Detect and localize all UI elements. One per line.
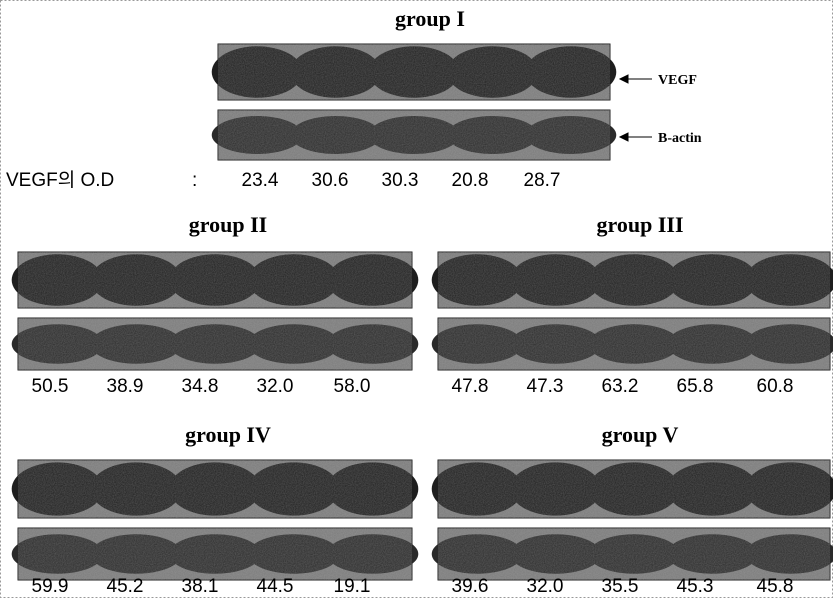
od-value: 44.5 — [257, 576, 294, 597]
figure: VEGF B-actin VEGF의 O.D : group I 23.4 30.6… — [0, 0, 833, 598]
blot — [432, 460, 833, 518]
grain — [18, 460, 412, 518]
od-value: 30.3 — [382, 170, 419, 191]
blot — [432, 528, 833, 580]
od-value: 65.8 — [677, 376, 714, 397]
grain — [438, 318, 830, 370]
od-value: 45.2 — [107, 576, 144, 597]
grain — [18, 252, 412, 308]
colon: : — [192, 170, 197, 191]
grain — [438, 460, 830, 518]
blot — [212, 110, 617, 160]
od-value: 63.2 — [602, 376, 639, 397]
od-value: 38.9 — [107, 376, 144, 397]
od-value: 32.0 — [527, 576, 564, 597]
od-value: 20.8 — [452, 170, 489, 191]
od-value: 47.3 — [527, 376, 564, 397]
od-value: 34.8 — [182, 376, 219, 397]
grain — [18, 528, 412, 580]
od-value: 45.3 — [677, 576, 714, 597]
group-title: group IV — [185, 422, 271, 447]
od-value: 32.0 — [257, 376, 294, 397]
od-value: 50.5 — [32, 376, 69, 397]
grain — [218, 44, 610, 100]
blot — [12, 252, 419, 308]
od-value: 38.1 — [182, 576, 219, 597]
blot — [432, 252, 833, 308]
b-actin-label: B-actin — [658, 131, 702, 146]
blot — [12, 528, 419, 580]
group-title: group I — [395, 6, 465, 31]
od-value: 47.8 — [452, 376, 489, 397]
group-title: group II — [189, 212, 267, 237]
od-label: VEGF의 O.D — [6, 169, 114, 191]
od-value: 23.4 — [242, 170, 279, 191]
blot — [212, 44, 617, 100]
od-value: 19.1 — [334, 576, 371, 597]
od-value: 28.7 — [524, 170, 561, 191]
od-value: 35.5 — [602, 576, 639, 597]
od-value: 59.9 — [32, 576, 69, 597]
blot — [12, 460, 419, 518]
od-value: 39.6 — [452, 576, 489, 597]
grain — [218, 110, 610, 160]
group-title: group V — [602, 422, 679, 447]
od-value: 60.8 — [757, 376, 794, 397]
od-value: 58.0 — [334, 376, 371, 397]
blot — [432, 318, 833, 370]
grain — [438, 252, 830, 308]
group-title: group III — [596, 212, 683, 237]
grain — [438, 528, 830, 580]
vegf-label: VEGF — [658, 73, 697, 88]
od-value: 45.8 — [757, 576, 794, 597]
blot — [12, 318, 419, 370]
od-value: 30.6 — [312, 170, 349, 191]
grain — [18, 318, 412, 370]
